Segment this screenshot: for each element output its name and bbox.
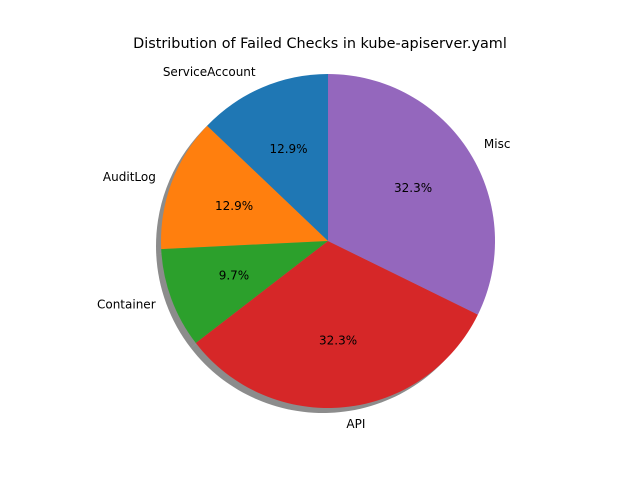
pie-slice-api (195, 241, 478, 408)
slice-label-misc: Misc (484, 137, 511, 151)
pie-label-layer: ServiceAccount 12.9% AuditLog 12.9% Containe… (97, 65, 510, 431)
pct-label-serviceaccount: 12.9% (269, 142, 307, 156)
pct-label-misc: 32.3% (394, 181, 432, 195)
pct-label-container: 9.7% (219, 269, 250, 283)
pie-slice-auditlog (161, 125, 328, 250)
pie-slice-misc (328, 73, 496, 315)
pct-label-auditlog: 12.9% (215, 199, 253, 213)
slice-label-serviceaccount: ServiceAccount (163, 65, 256, 79)
slice-label-auditlog: AuditLog (103, 170, 156, 184)
pie-slice-layer (161, 73, 496, 408)
pie-slice-container (161, 241, 328, 344)
pie-slice-serviceaccount (207, 74, 328, 241)
slice-label-api: API (346, 417, 365, 431)
slice-label-container: Container (97, 298, 156, 312)
pct-label-api: 32.3% (319, 334, 357, 348)
chart-title: Distribution of Failed Checks in kube-ap… (133, 36, 507, 52)
